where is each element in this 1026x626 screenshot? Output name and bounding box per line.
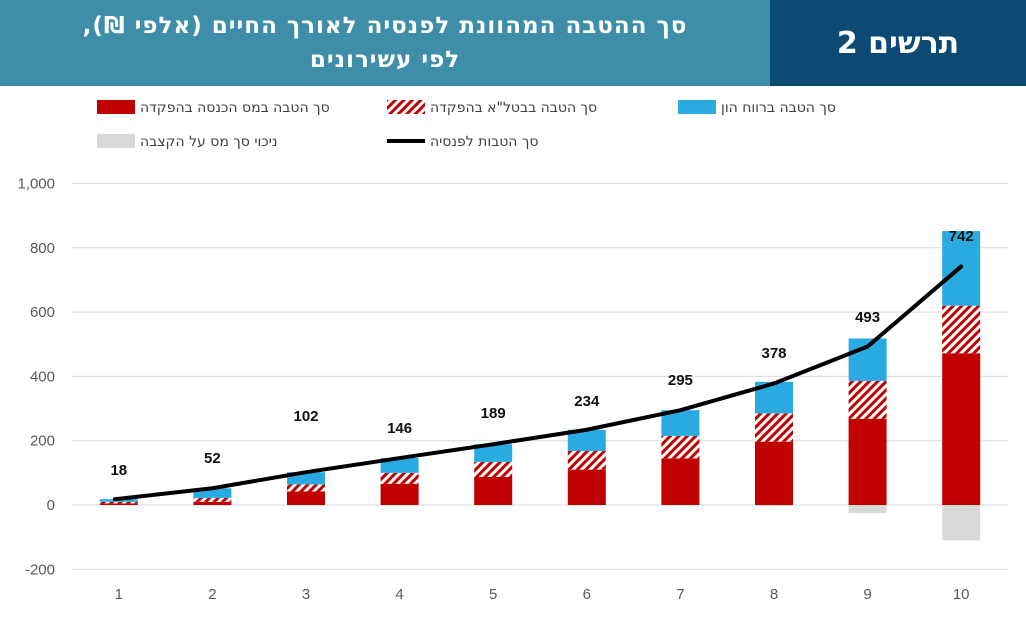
y-tick-label: 800	[30, 240, 55, 257]
y-tick-label: 400	[30, 368, 55, 385]
y-tick-label: 600	[30, 304, 55, 321]
legend-item: סך הטבה בבטל"א בהפקדה	[387, 100, 597, 116]
x-tick-label: 5	[489, 586, 497, 603]
bars-layer	[99, 231, 981, 541]
chart-title-line-2: לפי עשירונים	[309, 47, 461, 73]
legend-label: סך הטבה ברווח הון	[721, 100, 836, 116]
bar-segment	[755, 441, 793, 505]
y-tick-label: -200	[25, 561, 55, 578]
x-tick-label: 7	[676, 586, 684, 603]
x-tick-label: 2	[208, 586, 216, 603]
figure-label: תרשים 2	[770, 0, 1026, 86]
x-tick-label: 9	[863, 586, 871, 603]
x-tick-label: 4	[395, 586, 403, 603]
data-label: 742	[949, 228, 974, 245]
x-tick-label: 8	[770, 586, 778, 603]
bar-segment	[942, 505, 981, 541]
data-label: 102	[293, 408, 318, 425]
bar-segment	[661, 458, 700, 505]
chart-title: סך ההטבה המהוונת לפנסיה לאורך החיים (אלפ…	[0, 0, 770, 86]
data-label: 234	[574, 393, 600, 410]
legend-label: סך הטבה במס הכנסה בהפקדה	[140, 100, 330, 116]
bar-segment	[193, 488, 232, 498]
data-label: 493	[855, 309, 880, 326]
legend-swatch	[97, 100, 135, 114]
bar-segment	[848, 380, 887, 419]
x-tick-label: 6	[583, 586, 591, 603]
chart-header: סך ההטבה המהוונת לפנסיה לאורך החיים (אלפ…	[0, 0, 1026, 86]
bar-segment	[755, 413, 793, 442]
bar-segment	[287, 491, 325, 505]
bar-segment	[380, 458, 419, 473]
total-benefit-line	[112, 264, 964, 502]
y-tick-label: 0	[47, 497, 55, 514]
bar-segment	[99, 503, 138, 505]
data-label: 18	[110, 462, 127, 479]
data-label: 189	[481, 405, 506, 422]
y-axis: -200 0 200 400 600 800 1,000	[17, 176, 55, 579]
bar-segment	[474, 444, 513, 462]
x-tick-label: 10	[953, 586, 970, 603]
pension-benefit-chart: סך הטבה במס הכנסה בהפקדה סך הטבה בבטל"א ב…	[17, 100, 1008, 603]
x-axis: 1 2 3 4 5 6 7 8 9 10	[115, 586, 970, 603]
legend-swatch	[678, 100, 716, 114]
data-label: 295	[668, 372, 693, 389]
y-tick-label: 1,000	[17, 176, 55, 193]
bar-segment	[567, 469, 606, 505]
chart-legend: סך הטבה במס הכנסה בהפקדה סך הטבה בבטל"א ב…	[97, 100, 836, 150]
legend-item: סך הטבה במס הכנסה בהפקדה	[97, 100, 330, 116]
bar-segment	[661, 435, 700, 459]
bar-segment	[193, 497, 232, 502]
legend-swatch	[97, 134, 135, 148]
legend-label: ניכוי סך מס על הקצבה	[140, 134, 277, 150]
legend-label: סך הטבה בבטל"א בהפקדה	[430, 100, 597, 116]
legend-item: ניכוי סך מס על הקצבה	[97, 134, 277, 150]
bar-segment	[755, 505, 793, 506]
bar-segment	[380, 483, 419, 505]
x-tick-label: 1	[115, 586, 123, 603]
data-label: 52	[204, 450, 221, 467]
data-labels-layer: 18 52 102 146 189 234 295 378 493 742	[110, 228, 973, 479]
legend-swatch	[387, 100, 425, 114]
total-line-layer	[112, 264, 964, 502]
bar-segment	[567, 429, 606, 451]
bar-segment	[287, 484, 325, 492]
data-label: 378	[761, 345, 786, 362]
y-tick-label: 200	[30, 433, 55, 450]
x-tick-label: 3	[302, 586, 310, 603]
bar-segment	[380, 472, 419, 484]
bar-segment	[99, 501, 138, 504]
bar-segment	[567, 450, 606, 470]
legend-item: סך הטבה ברווח הון	[678, 100, 836, 116]
data-label: 146	[387, 420, 412, 437]
bar-segment	[848, 505, 887, 514]
bar-segment	[942, 305, 981, 354]
legend-label: סך הטבות לפנסיה	[430, 134, 539, 150]
bar-segment	[942, 353, 981, 505]
legend-item: סך הטבות לפנסיה	[387, 134, 539, 150]
bar-segment	[474, 461, 513, 478]
bar-segment	[848, 418, 887, 505]
bar-segment	[474, 477, 513, 505]
bar-segment	[193, 501, 232, 505]
chart-title-line-1: סך ההטבה המהוונת לפנסיה לאורך החיים (אלפ…	[82, 13, 688, 39]
